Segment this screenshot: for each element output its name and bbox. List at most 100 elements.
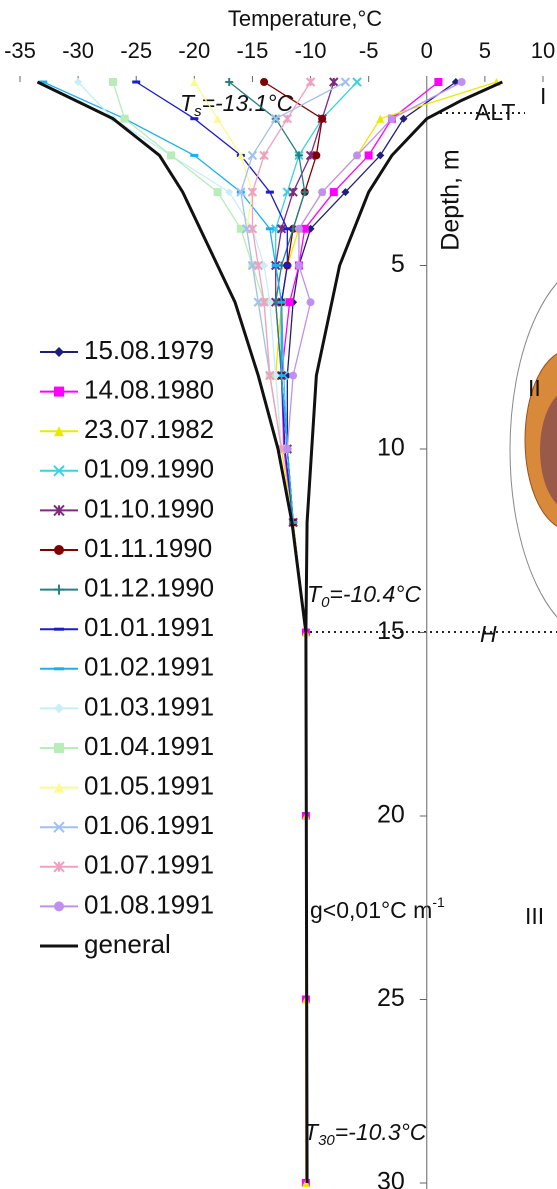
marker: [213, 114, 222, 123]
marker: [225, 78, 234, 86]
series-line: [286, 81, 462, 450]
marker: [285, 298, 294, 307]
series: [54, 78, 466, 912]
legend-label: 01.07.1991: [84, 850, 214, 880]
x-axis-title: Temperature,°C: [228, 6, 382, 31]
legend-label: 01.01.1991: [84, 612, 214, 642]
marker: [276, 224, 287, 234]
marker: [265, 190, 274, 194]
legend-label: 15.08.1979: [84, 335, 214, 365]
marker: [120, 114, 129, 123]
series-line: [42, 81, 294, 523]
legend-label: 01.08.1991: [84, 889, 214, 919]
marker: [282, 113, 293, 124]
x-tick-label: 5: [479, 38, 491, 63]
y-tick-label: 10: [377, 434, 405, 462]
y-tick-label: 20: [377, 801, 405, 829]
marker: [399, 114, 408, 123]
legend-label: 01.04.1991: [84, 731, 214, 761]
legend-label: 01.09.1990: [84, 454, 214, 484]
marker: [132, 80, 141, 84]
marker: [376, 114, 385, 123]
marker: [265, 227, 274, 231]
marker: [213, 188, 222, 197]
x-tick-label: -25: [120, 38, 152, 63]
marker: [434, 78, 443, 86]
marker: [305, 150, 316, 161]
y-tick-label: 5: [391, 250, 405, 278]
marker: [283, 264, 292, 267]
annotation: H: [480, 621, 497, 647]
legend-label: 23.07.1982: [84, 414, 214, 444]
annotation: II: [528, 375, 541, 401]
marker: [271, 264, 280, 267]
series: [36, 80, 503, 1184]
series-line: [286, 81, 457, 633]
marker: [190, 117, 199, 121]
marker: [277, 300, 286, 304]
marker: [190, 78, 199, 86]
x-tick-label: -35: [4, 38, 36, 63]
marker: [253, 260, 263, 271]
marker: [270, 113, 281, 124]
marker: [341, 188, 350, 197]
marker: [387, 114, 396, 123]
marker: [236, 151, 245, 160]
marker: [329, 77, 339, 87]
marker: [225, 188, 234, 197]
marker: [318, 114, 327, 123]
legend-label: 14.08.1980: [84, 374, 214, 404]
marker: [364, 151, 373, 160]
legend-label: 01.03.1991: [84, 691, 214, 721]
legend-label: 01.10.1990: [84, 493, 214, 523]
series-line: [240, 81, 346, 450]
legend-label: 01.12.1990: [84, 572, 214, 602]
marker: [259, 297, 269, 307]
marker: [190, 153, 199, 157]
legend-label: 01.06.1991: [84, 810, 214, 840]
marker: [260, 78, 269, 86]
marker: [108, 78, 117, 86]
marker: [247, 187, 258, 197]
marker: [277, 374, 286, 378]
marker: [457, 78, 466, 86]
marker: [294, 151, 303, 160]
marker: [312, 151, 321, 160]
marker: [329, 188, 338, 197]
marker: [260, 261, 269, 270]
series-line: [275, 81, 358, 523]
marker: [283, 445, 292, 453]
marker: [236, 224, 245, 233]
y-tick-label: 25: [377, 984, 405, 1012]
annotation: T30=-10.3°C: [304, 1119, 427, 1149]
marker: [167, 151, 176, 160]
annotation: T0=-10.4°C: [307, 581, 421, 611]
series-line: [135, 81, 294, 523]
y-tick-label: 15: [377, 617, 405, 645]
x-tick-label: -20: [178, 38, 210, 63]
marker: [376, 151, 385, 160]
x-tick-label: 10: [531, 38, 555, 63]
annotation: III: [525, 903, 544, 929]
marker: [259, 150, 269, 161]
x-tick-label: -5: [359, 38, 379, 63]
marker: [74, 78, 83, 86]
legend-label: 01.05.1991: [84, 770, 214, 800]
marker: [294, 224, 303, 233]
marker: [340, 77, 351, 87]
marker: [247, 224, 258, 234]
annotation: g<0,01°C m-1: [310, 894, 445, 923]
marker: [306, 298, 315, 307]
marker: [265, 370, 275, 381]
marker: [289, 371, 298, 380]
marker: [305, 77, 316, 87]
marker: [294, 261, 303, 270]
legend-label: general: [84, 929, 171, 959]
annotation: Ts=-13.1°C: [180, 90, 294, 120]
marker: [300, 224, 309, 233]
y-tick-label: 30: [377, 1168, 405, 1189]
annotation: I: [540, 83, 546, 109]
marker: [283, 227, 292, 231]
legend-label: 01.02.1991: [84, 652, 214, 682]
